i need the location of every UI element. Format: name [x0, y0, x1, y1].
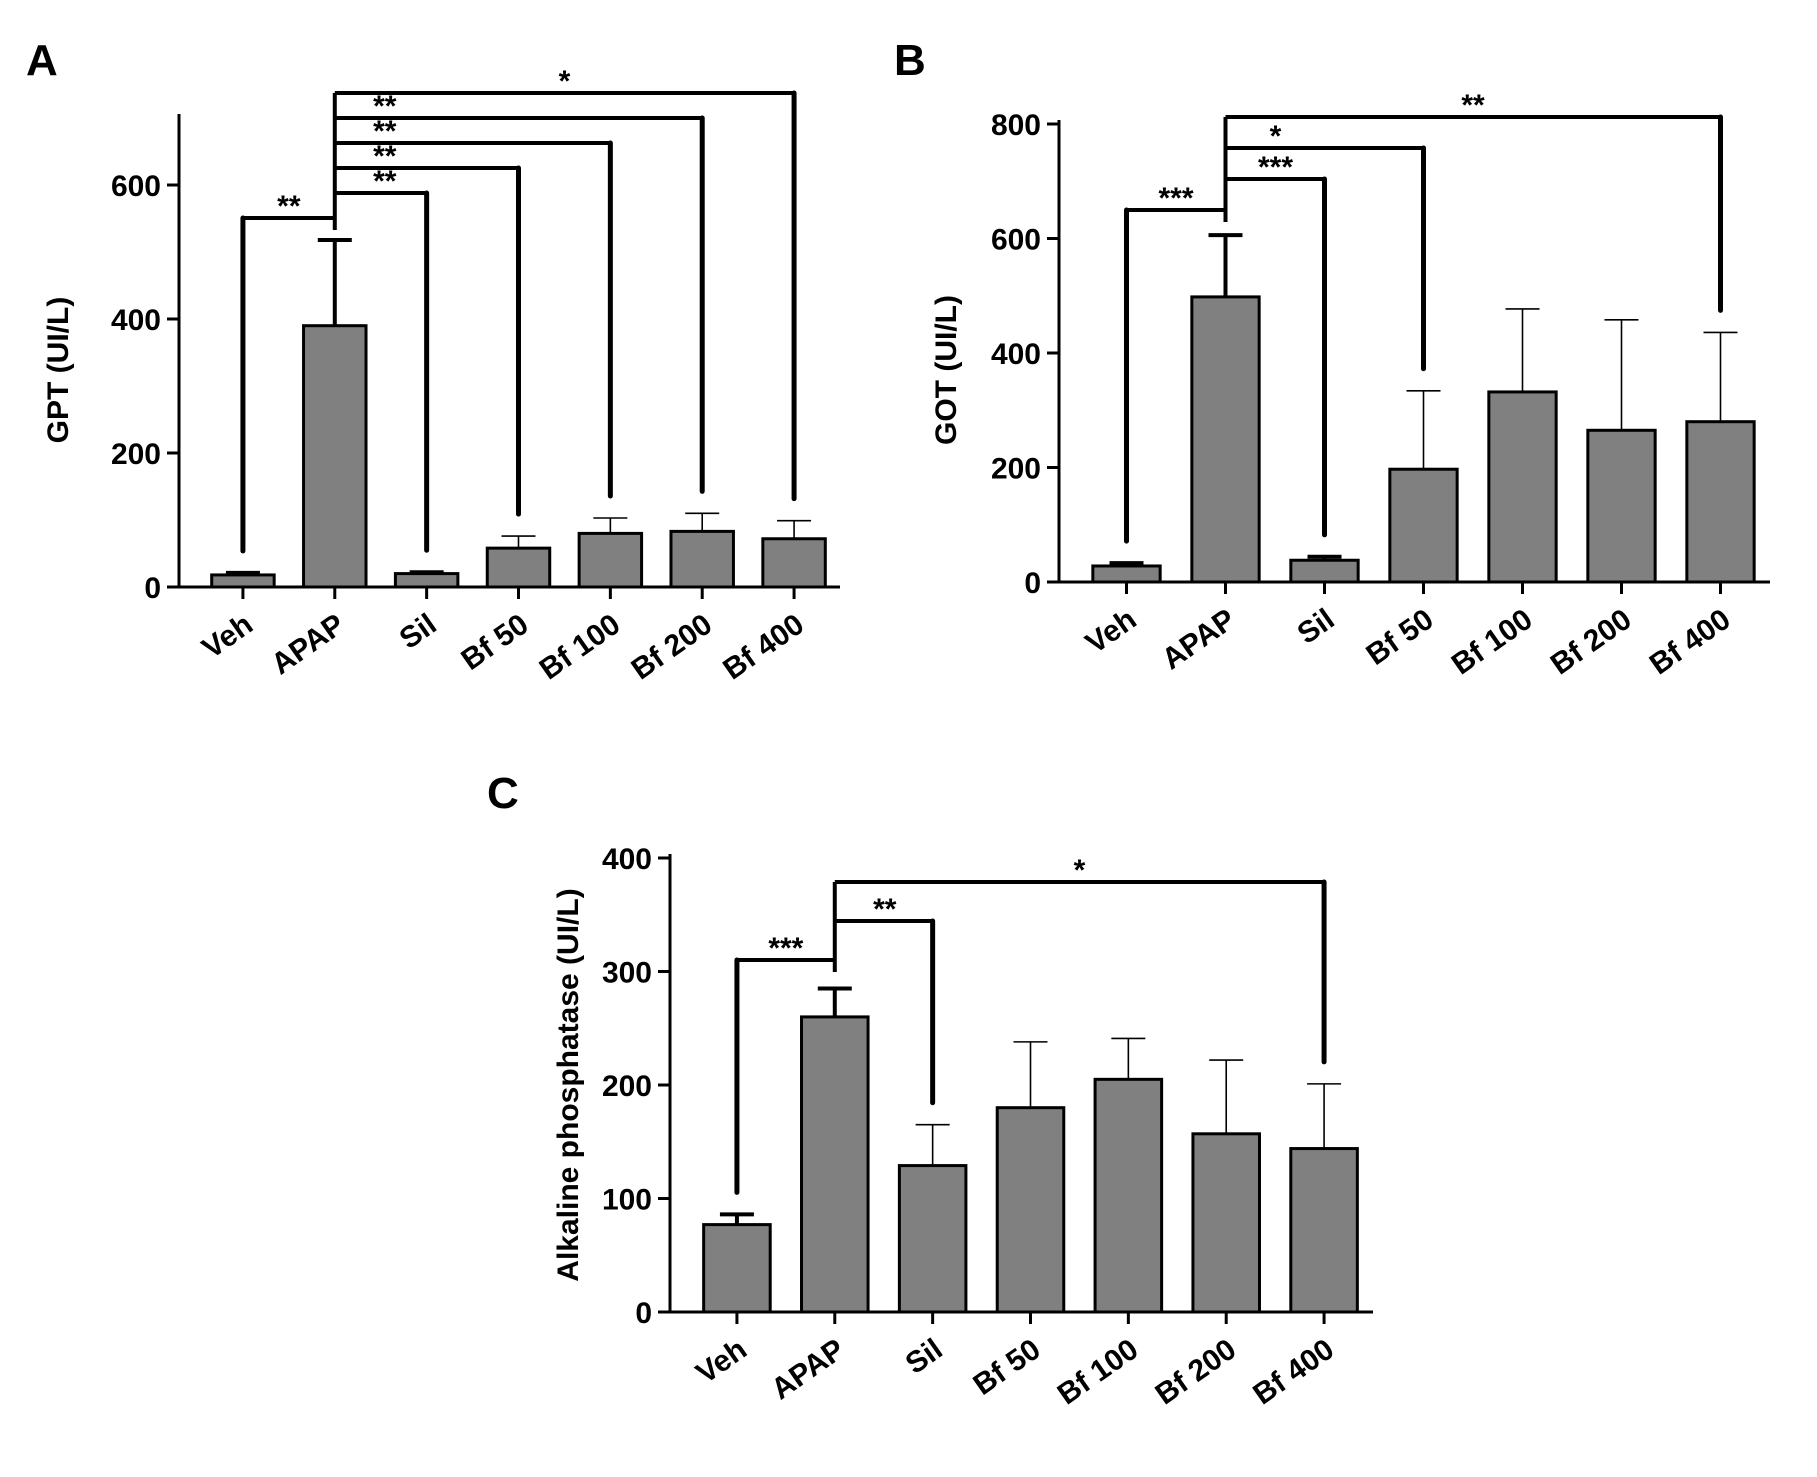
category-label: Veh — [1080, 603, 1143, 661]
y-tick-label: 300 — [602, 957, 652, 990]
y-tick-label: 400 — [602, 843, 652, 876]
bar — [302, 324, 368, 589]
bar — [800, 1015, 870, 1314]
bar — [761, 537, 827, 589]
category-label: Sil — [900, 1333, 949, 1381]
y-tick-label: 600 — [991, 224, 1041, 257]
category-label: Bf 100 — [534, 608, 627, 687]
category-label: Bf 100 — [1446, 603, 1539, 682]
bar — [1191, 1132, 1261, 1314]
y-tick-label: 200 — [602, 1070, 652, 1103]
bar — [897, 1164, 968, 1314]
bar — [1091, 564, 1162, 584]
category-label: APAP — [265, 608, 350, 682]
panel-letter: A — [26, 36, 58, 85]
significance-label: * — [1270, 120, 1282, 153]
category-label: Bf 400 — [1644, 603, 1737, 682]
significance-label: *** — [1158, 182, 1193, 215]
bar — [1289, 1147, 1359, 1314]
y-tick-label: 600 — [111, 170, 161, 203]
category-label: Veh — [196, 608, 259, 666]
category-label: APAP — [765, 1333, 850, 1407]
bar — [1685, 420, 1756, 584]
significance-label: * — [1074, 854, 1086, 887]
category-label: Bf 50 — [455, 608, 534, 677]
bar — [1289, 558, 1360, 584]
y-tick-label: 200 — [111, 438, 161, 471]
bar — [210, 573, 276, 589]
category-label: Bf 400 — [717, 608, 810, 687]
category-label: Sil — [394, 608, 443, 656]
category-label: Sil — [1292, 603, 1341, 651]
y-tick-label: 400 — [991, 338, 1041, 371]
category-label: Bf 100 — [1052, 1333, 1145, 1412]
bar — [485, 546, 552, 589]
category-label: Bf 400 — [1247, 1333, 1340, 1412]
y-axis-label: Alkaline phosphatase (UI/L) — [552, 888, 585, 1281]
y-tick-label: 400 — [111, 304, 161, 337]
category-label: Bf 50 — [967, 1333, 1046, 1402]
bar — [1487, 390, 1558, 584]
panel-letter: C — [487, 769, 519, 818]
y-tick-label: 200 — [991, 453, 1041, 486]
bar — [702, 1223, 772, 1314]
category-label: Veh — [690, 1333, 753, 1391]
bar — [577, 531, 644, 589]
category-label: APAP — [1156, 603, 1241, 677]
bar — [393, 572, 460, 589]
significance-label: ** — [277, 190, 301, 223]
category-label: Bf 200 — [626, 608, 719, 687]
y-tick-label: 0 — [144, 572, 161, 605]
chart-panel-C: C Alkaline phosphatase (UI/L) 0 100 200 300 40… — [487, 769, 1373, 1411]
significance-label: * — [559, 65, 571, 98]
y-axis-label: GOT (UI/L) — [930, 295, 963, 445]
y-axis-label: GPT (UI/L) — [42, 297, 75, 444]
panel-letter: B — [894, 36, 926, 85]
bar — [1190, 295, 1261, 584]
significance-label: *** — [1258, 151, 1293, 184]
category-label: Bf 200 — [1545, 603, 1638, 682]
bar — [1586, 428, 1657, 584]
significance-label: ** — [873, 893, 897, 926]
significance-label: ** — [373, 165, 397, 198]
significance-label: ** — [373, 140, 397, 173]
bar — [995, 1106, 1066, 1314]
bar — [1093, 1077, 1164, 1314]
category-label: Bf 50 — [1360, 603, 1439, 672]
significance-label: ** — [373, 115, 397, 148]
significance-label: ** — [1461, 89, 1485, 122]
significance-label: *** — [768, 932, 803, 965]
category-label: Bf 200 — [1150, 1333, 1243, 1412]
chart-panel-A: A GPT (UI/L) 0 200 400 600 Veh APAP Sil Bf 50 Bf 1… — [26, 36, 840, 686]
y-tick-label: 100 — [602, 1184, 652, 1217]
significance-label: ** — [373, 90, 397, 123]
y-tick-label: 0 — [1024, 567, 1041, 600]
bar — [1388, 467, 1459, 584]
bar — [669, 529, 735, 589]
y-tick-label: 0 — [635, 1297, 652, 1330]
y-tick-label: 800 — [991, 109, 1041, 142]
